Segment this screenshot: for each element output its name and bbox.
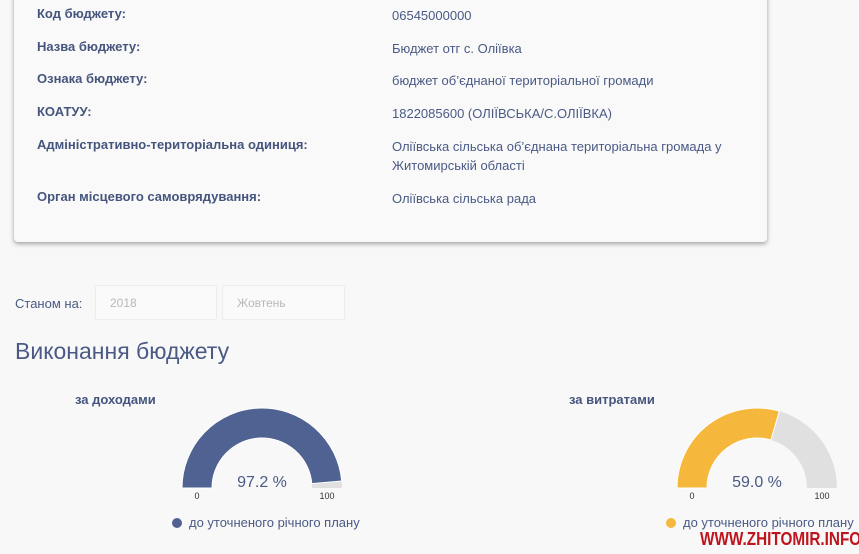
info-label: Орган місцевого самоврядування: <box>37 189 262 204</box>
info-value: Бюджет отг с. Оліївка <box>392 41 522 56</box>
as-of-label: Станом на: <box>15 296 83 311</box>
gauge-value-label: 97.2 % <box>237 474 287 491</box>
legend-income[interactable]: до уточненого річного плану <box>172 515 360 530</box>
info-label: Назва бюджету: <box>37 39 141 54</box>
legend-label: до уточненого річного плану <box>189 515 360 530</box>
gauge-title-income: за доходами <box>75 392 156 407</box>
gauge-value-arc <box>181 407 343 489</box>
info-label: Ознака бюджету: <box>37 71 148 86</box>
month-select[interactable]: Жовтень <box>222 285 345 320</box>
info-label: Код бюджету: <box>37 6 126 21</box>
gauge-min-label: 0 <box>689 491 694 501</box>
gauge-title-expenses: за витратами <box>569 392 655 407</box>
gauge-max-label: 100 <box>814 491 829 501</box>
gauge-value-arc <box>676 407 780 489</box>
legend-label: до уточненого річного плану <box>683 515 854 530</box>
info-label: КОАТУУ: <box>37 104 92 119</box>
info-value: бюджет об’єднаної територіальної громади <box>392 73 654 88</box>
section-title: Виконання бюджету <box>15 338 230 364</box>
info-value: Оліївська сільська рада <box>392 191 537 206</box>
info-label: Адміністративно-територіальна одиниця: <box>37 137 308 152</box>
info-value: Оліївська сільська об’єднана територіаль… <box>392 139 722 173</box>
year-select[interactable]: 2018 <box>95 285 217 320</box>
budget-info-card: Код бюджету: 06545000000 Назва бюджету: Бю… <box>14 0 767 242</box>
legend-expenses[interactable]: до уточненого річного плану <box>666 515 854 530</box>
info-value: 06545000000 <box>392 8 472 23</box>
gauge-value-label: 59.0 % <box>732 474 782 491</box>
watermark-logo: WWW.ZHITOMIR.INFO <box>700 529 859 549</box>
legend-dot <box>666 518 676 528</box>
legend-dot <box>172 518 182 528</box>
info-value: 1822085600 (ОЛІЇВСЬКА/С.ОЛІЇВКА) <box>392 106 612 121</box>
gauge-max-label: 100 <box>319 491 334 501</box>
gauge-min-label: 0 <box>194 491 199 501</box>
